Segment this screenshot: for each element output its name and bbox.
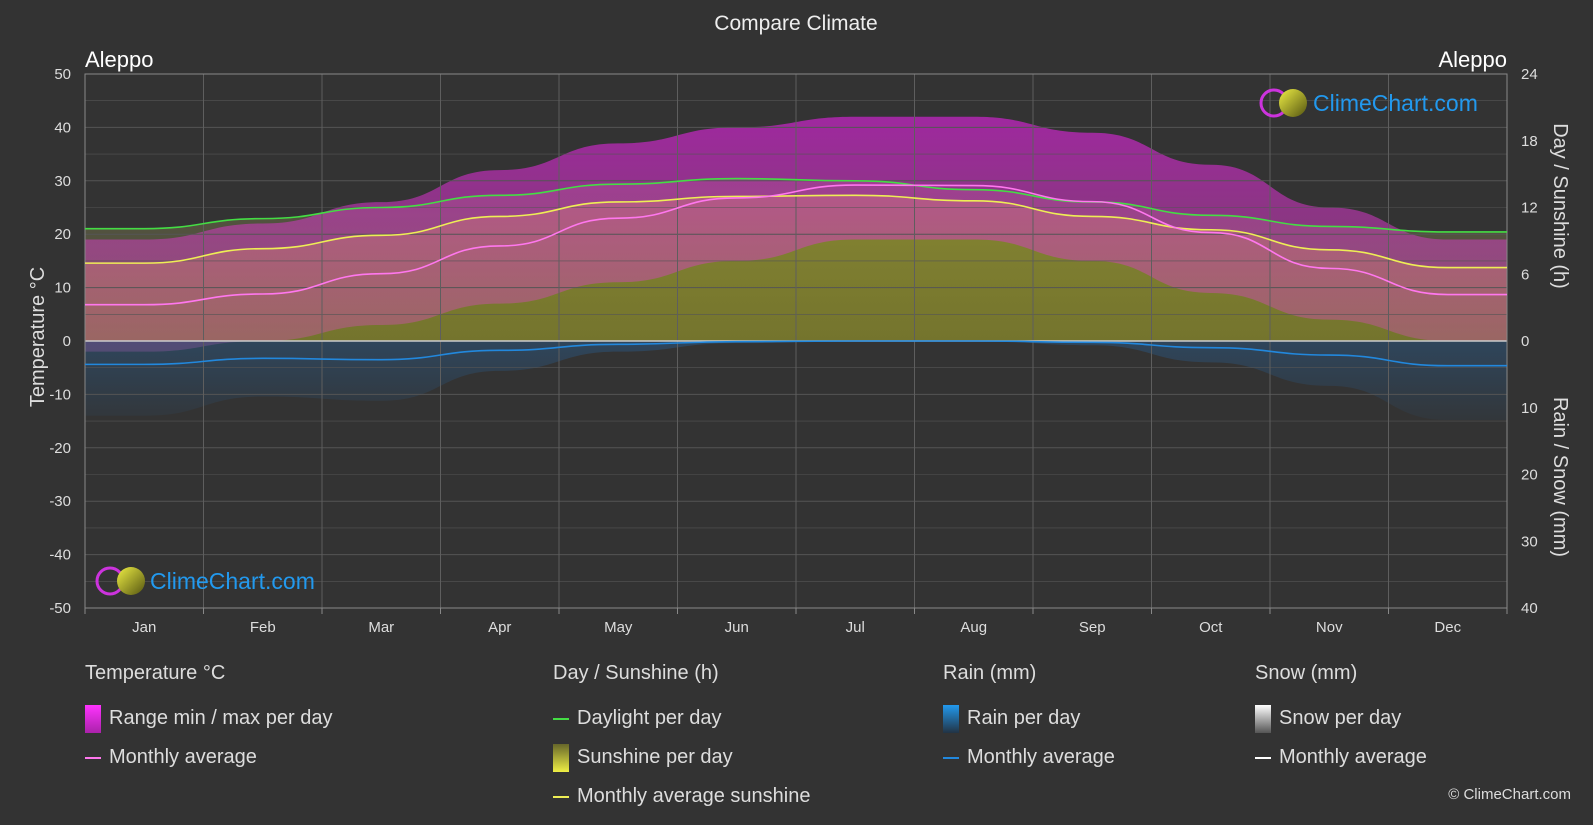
sunshine-avg-line — [85, 194, 1507, 269]
brand-text-top: ClimeChart.com — [1313, 90, 1478, 116]
climate-chart: Compare Climate Aleppo Aleppo 50 40 30 20 10… — [27, 12, 1571, 636]
y-right-top-tick: 12 — [1521, 200, 1538, 217]
legend-row-snow-avg: Monthly average — [1255, 738, 1427, 777]
x-tick-may: May — [604, 619, 633, 636]
legend-snow: Snow (mm) Snow per day Monthly average — [1255, 662, 1427, 777]
y-left-tick: -40 — [49, 547, 71, 564]
y-right-top-label: Day / Sunshine (h) — [1549, 123, 1571, 289]
x-tick-dec: Dec — [1434, 619, 1461, 636]
y-left-tick: 40 — [54, 119, 71, 136]
x-tick-sep: Sep — [1079, 619, 1106, 636]
snow-avg-line-icon — [1255, 756, 1271, 759]
legend-rain-avg-label: Monthly average — [967, 746, 1115, 768]
location-right: Aleppo — [1438, 47, 1507, 72]
legend-row-range: Range min / max per day — [85, 699, 332, 738]
legend-daylight-label: Daylight per day — [577, 707, 722, 729]
legend-rain-title: Rain (mm) — [943, 662, 1037, 684]
y-left-tick: 30 — [54, 173, 71, 190]
y-left-tick: 0 — [63, 333, 71, 350]
y-right-bottom-tick: 30 — [1521, 533, 1538, 550]
y-right-top-tick: 0 — [1521, 333, 1529, 350]
location-left: Aleppo — [85, 47, 154, 72]
legend-sunshine-avg-label: Monthly average sunshine — [577, 785, 811, 807]
legend-snow-title: Snow (mm) — [1255, 662, 1358, 684]
x-tick-jul: Jul — [846, 619, 865, 636]
daylight-line-icon — [553, 717, 569, 720]
x-tick-mar: Mar — [368, 619, 394, 636]
legend-sunshine-title: Day / Sunshine (h) — [553, 662, 719, 684]
x-tick-jun: Jun — [725, 619, 749, 636]
legend-snow-label: Snow per day — [1279, 707, 1402, 729]
legend-sunshine: Day / Sunshine (h) Daylight per day Suns… — [553, 662, 810, 816]
y-right-top-tick: 24 — [1521, 66, 1538, 83]
rain-avg-line — [85, 340, 1507, 367]
x-tick-oct: Oct — [1199, 619, 1223, 636]
snow-swatch-icon — [1255, 704, 1271, 733]
legend-temperature: Temperature °C Range min / max per day M… — [85, 662, 332, 777]
x-tick-feb: Feb — [250, 619, 276, 636]
y-left-tick: -10 — [49, 386, 71, 403]
sunshine-swatch-icon — [553, 743, 569, 772]
brand-logo-top[interactable]: ClimeChart.com — [1259, 88, 1478, 118]
y-left-tick: 50 — [54, 66, 71, 83]
legend-row-daylight: Daylight per day — [553, 699, 810, 738]
daylight-line — [85, 177, 1507, 233]
legend-row-rain-avg: Monthly average — [943, 738, 1115, 777]
y-right-top-tick: 6 — [1521, 266, 1529, 283]
y-left-tick: -50 — [49, 600, 71, 617]
y-right-bottom-label: Rain / Snow (mm) — [1549, 397, 1571, 557]
y-left-tick: -20 — [49, 440, 71, 457]
brand-logo-bottom[interactable]: ClimeChart.com — [95, 566, 315, 596]
legend-rain-label: Rain per day — [967, 707, 1081, 729]
y-left-tick: 10 — [54, 280, 71, 297]
x-tick-aug: Aug — [960, 619, 987, 636]
legend-row-temp-avg: Monthly average — [85, 738, 332, 777]
x-tick-apr: Apr — [488, 619, 511, 636]
y-right-bottom-tick: 40 — [1521, 600, 1538, 617]
legend-temperature-title: Temperature °C — [85, 662, 226, 684]
logo-sun-icon — [117, 567, 145, 595]
legend-row-sunshine-avg: Monthly average sunshine — [553, 777, 810, 816]
brand-text-bottom: ClimeChart.com — [150, 568, 315, 594]
legend-sunshine-label: Sunshine per day — [577, 746, 733, 768]
chart-title: Compare Climate — [714, 12, 877, 35]
rain-avg-line-icon — [943, 756, 959, 759]
range-swatch-icon — [85, 704, 101, 733]
legend-row-snow: Snow per day — [1255, 699, 1427, 738]
rain-swatch-icon — [943, 704, 959, 733]
sunshine-avg-line-icon — [553, 795, 569, 798]
y-left-label: Temperature °C — [27, 267, 49, 407]
copyright: © ClimeChart.com — [1448, 786, 1571, 803]
legend-row-sunshine: Sunshine per day — [553, 738, 810, 777]
y-left-tick: -30 — [49, 493, 71, 510]
y-right-bottom-tick: 20 — [1521, 467, 1538, 484]
legend-temp-avg-label: Monthly average — [109, 746, 257, 768]
temp-avg-line-icon — [85, 756, 101, 759]
temperature-avg-line — [85, 184, 1507, 306]
legend-snow-avg-label: Monthly average — [1279, 746, 1427, 768]
legend-row-rain: Rain per day — [943, 699, 1115, 738]
logo-sun-icon — [1279, 89, 1307, 117]
legend-range-label: Range min / max per day — [109, 707, 333, 729]
x-tick-nov: Nov — [1316, 619, 1343, 636]
y-right-top-tick: 18 — [1521, 133, 1538, 150]
legend-rain: Rain (mm) Rain per day Monthly average — [943, 662, 1115, 777]
y-right-bottom-tick: 10 — [1521, 400, 1538, 417]
x-tick-jan: Jan — [132, 619, 156, 636]
y-left-tick: 20 — [54, 226, 71, 243]
